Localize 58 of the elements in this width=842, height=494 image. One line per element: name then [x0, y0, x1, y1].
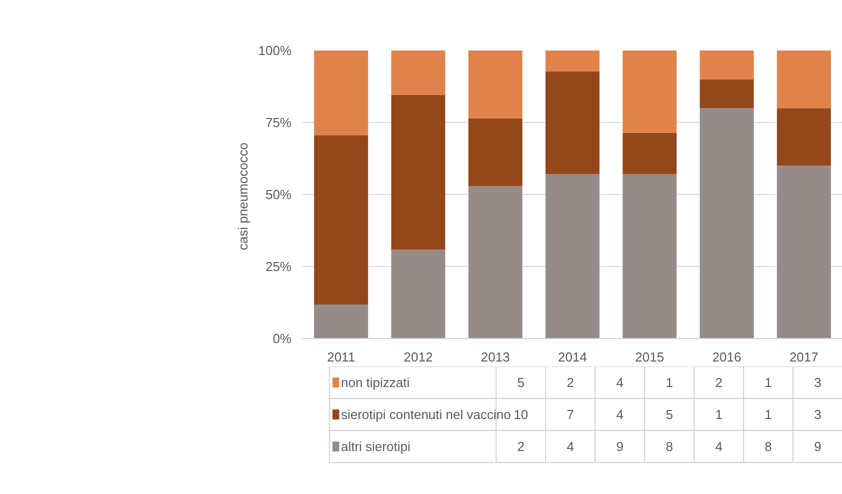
legend-label: altri sierotipi	[340, 439, 410, 454]
text: 1	[715, 407, 722, 422]
text: 5	[666, 407, 673, 422]
bar	[546, 50, 600, 72]
text: 4	[566, 439, 574, 454]
text: 8	[666, 439, 673, 454]
y-tick-label: 50%	[265, 187, 292, 202]
bar	[700, 50, 754, 80]
bar	[622, 174, 677, 338]
bar	[700, 108, 754, 338]
text: 1	[764, 375, 772, 390]
text: 3	[814, 407, 822, 422]
x-tick-label: 2013	[480, 350, 510, 364]
text: 1	[764, 407, 772, 422]
bar	[776, 166, 831, 338]
bar	[468, 118, 522, 186]
bar	[391, 50, 446, 95]
legend-label: non tipizzati	[340, 375, 410, 390]
bar	[622, 132, 677, 174]
text: 4	[616, 375, 624, 390]
text: 2	[715, 375, 722, 390]
bar	[314, 135, 368, 305]
text: 8	[764, 439, 772, 454]
bar	[391, 94, 446, 250]
text: 9	[616, 439, 624, 454]
text: 5	[517, 375, 525, 390]
legend-label: sierotipi contenuti nel vaccino	[340, 407, 511, 422]
x-tick-label: 2011	[327, 350, 356, 364]
text: 3	[814, 375, 822, 390]
y-tick-label: 0%	[272, 331, 292, 346]
bar	[546, 71, 600, 174]
text: 10	[514, 407, 528, 422]
y-tick-label: 100%	[258, 43, 292, 58]
x-tick-label: 2012	[404, 350, 433, 364]
text: 2	[517, 439, 525, 454]
x-tick-label: 2017	[789, 350, 818, 364]
bar	[468, 50, 522, 118]
bar	[314, 50, 368, 136]
bar	[622, 50, 677, 133]
bar	[776, 108, 831, 166]
text: 1	[666, 375, 673, 390]
text: 9	[814, 439, 822, 454]
bar	[468, 186, 522, 338]
bar	[391, 250, 446, 338]
text: 4	[715, 439, 722, 454]
x-tick-label: 2016	[712, 350, 742, 364]
text: 4	[616, 407, 624, 422]
bar	[700, 79, 754, 108]
text: 2	[566, 375, 574, 390]
y-tick-label: 75%	[265, 115, 292, 130]
y-tick-label: 25%	[265, 259, 292, 274]
text: 7	[566, 407, 574, 422]
bar	[776, 50, 831, 108]
x-tick-label: 2014	[558, 350, 587, 364]
bar	[546, 174, 600, 338]
bar	[314, 304, 368, 338]
y-axis-title: casi pneumococco	[235, 142, 250, 250]
x-tick-label: 2015	[635, 350, 664, 364]
